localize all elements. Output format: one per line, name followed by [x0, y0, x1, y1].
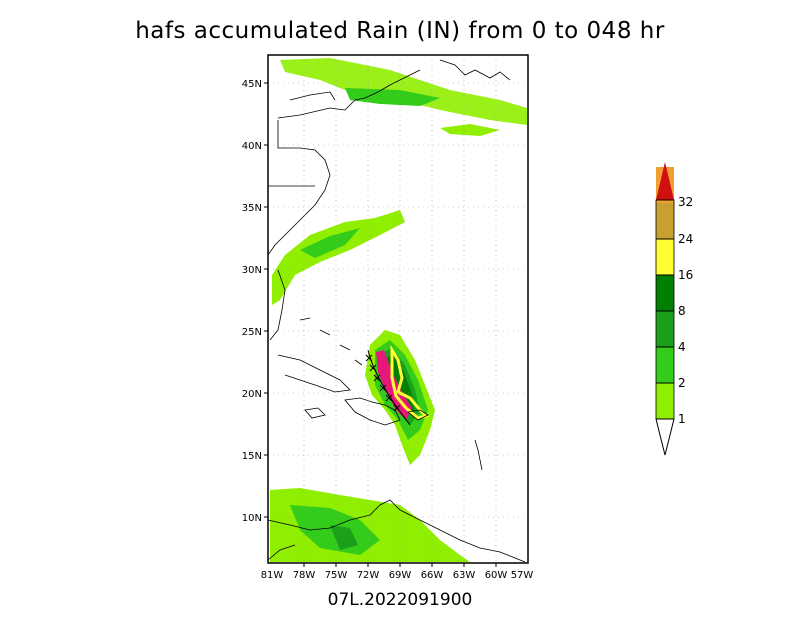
colorbar-segment [656, 203, 674, 239]
colorbar-segment [656, 239, 674, 275]
lat-tick-label: 20N [242, 389, 262, 400]
colorbar-label: 24 [678, 232, 693, 246]
lon-tick-label: 66W [421, 570, 444, 581]
grid [268, 55, 528, 563]
colorbar-segment [656, 383, 674, 419]
coastline-northeast [277, 69, 421, 119]
lat-tick-label: 40N [242, 141, 262, 152]
lat-tick-label: 35N [242, 203, 262, 214]
colorbar-label: 4 [678, 340, 686, 354]
coastline-south-america [267, 499, 526, 563]
lon-tick-label: 78W [293, 570, 316, 581]
colorbar-label: 32 [678, 195, 693, 209]
lon-tick-label: 75W [325, 570, 348, 581]
colorbar-label: 2 [678, 376, 686, 390]
rain-field [270, 58, 527, 562]
lon-axis: 81W 78W 75W 72W 69W 66W 63W 60W 57W [261, 563, 534, 581]
lon-tick-label: 72W [357, 570, 380, 581]
colorbar-segment [656, 275, 674, 311]
colorbar-segment [656, 347, 674, 383]
rain-area-north-east [440, 124, 500, 136]
rain-area-south-inner [330, 525, 358, 550]
lat-tick-label: 25N [242, 327, 262, 338]
coastline-great-lakes [289, 91, 336, 101]
rain-area-north-core [345, 88, 440, 106]
lat-tick-label: 30N [242, 265, 262, 276]
coastline-east-us [267, 120, 331, 256]
coastline-florida [269, 269, 286, 341]
coastlines [267, 59, 526, 563]
colorbar-label: 8 [678, 304, 686, 318]
map-frame [267, 54, 529, 564]
colorbar: 1 2 4 8 16 24 32 [655, 162, 693, 456]
map-title: hafs accumulated Rain (IN) from 0 to 048… [135, 18, 665, 44]
colorbar-bottom-triangle [655, 418, 675, 456]
lon-tick-label: 60W [485, 570, 508, 581]
storm-track-line [367, 349, 411, 426]
rain-area-mid-core [300, 228, 360, 258]
map-panel [267, 54, 529, 564]
colorbar-top-triangle [656, 162, 674, 200]
coastline-bahamas [299, 317, 363, 366]
lat-tick-label: 45N [242, 79, 262, 90]
coastline-jamaica [304, 407, 326, 419]
lon-tick-label: 63W [453, 570, 476, 581]
lon-tick-label: 69W [389, 570, 412, 581]
rain-area-storm-8in-contour [390, 344, 429, 420]
lon-tick-label: 57W [511, 570, 534, 581]
coastline-puerto-rico [407, 409, 429, 421]
colorbar-label: 16 [678, 268, 693, 282]
lat-tick-label: 15N [242, 451, 262, 462]
coastline-panama [267, 544, 296, 561]
colorbar-label: 1 [678, 412, 686, 426]
colorbar-segment [656, 311, 674, 347]
lat-tick-label: 10N [242, 513, 262, 524]
lon-tick-label: 81W [261, 570, 284, 581]
coastline-cuba [277, 354, 351, 393]
run-id-label: 07L.2022091900 [327, 590, 473, 610]
rain-area-mid [272, 210, 405, 305]
coastline-nova-scotia [439, 59, 511, 81]
storm-track [365, 349, 411, 426]
coastline-hispaniola [344, 397, 401, 426]
lat-axis: 45N 40N 35N 30N 25N 20N 15N 10N [242, 79, 268, 524]
